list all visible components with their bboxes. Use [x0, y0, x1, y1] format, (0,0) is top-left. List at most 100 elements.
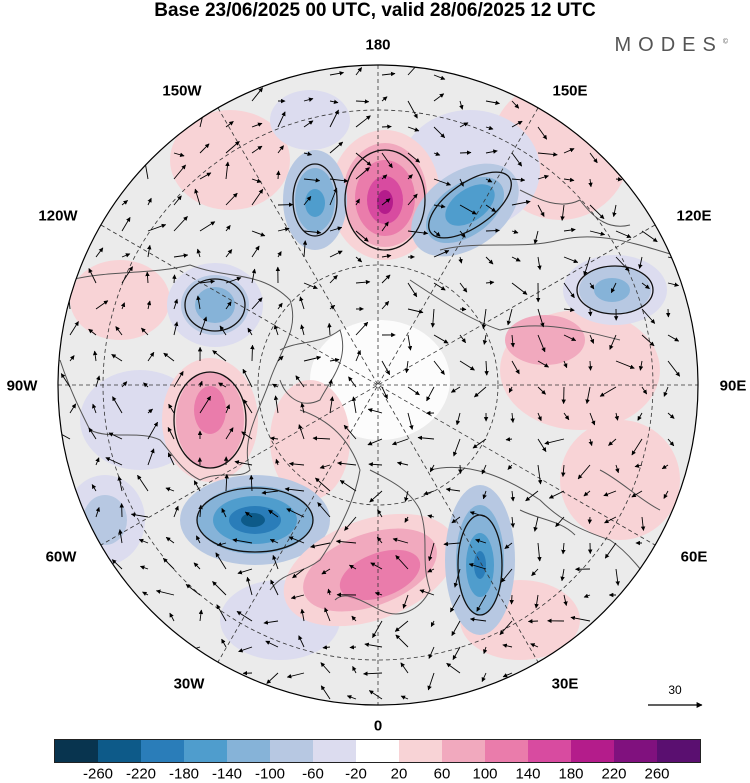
wind-vector [481, 464, 487, 475]
wind-vector [638, 360, 644, 371]
lon-label-120w: 120W [38, 207, 78, 225]
shade-region [270, 380, 350, 500]
wind-vector [355, 99, 370, 104]
wind-vector [537, 334, 546, 353]
wind-vector [537, 412, 542, 422]
wind-vector [88, 427, 97, 440]
wind-vector [329, 250, 343, 258]
wind-vector [173, 164, 186, 180]
wind-vector [269, 538, 279, 544]
wind-vector [511, 177, 526, 183]
wind-vector [168, 403, 175, 414]
wind-vector [328, 379, 333, 388]
wind-vector [485, 280, 495, 285]
wind-vector [667, 282, 680, 287]
wind-vector [355, 198, 360, 206]
wind-vector [251, 268, 257, 284]
wind-vector [277, 302, 283, 310]
colorbar-swatch [184, 740, 227, 762]
wind-vector [433, 360, 445, 375]
wind-vector [91, 484, 97, 492]
wind-vector [173, 321, 179, 336]
wind-vector [525, 490, 539, 502]
wind-vector [237, 568, 253, 575]
colorbar-swatch [657, 740, 700, 762]
wind-vector [142, 591, 149, 596]
wind-vector [303, 120, 314, 128]
wind-vector [631, 490, 643, 498]
wind-vector [117, 475, 123, 492]
wind-vector [377, 509, 383, 518]
contour-lines [173, 149, 654, 616]
wind-vector [376, 536, 383, 544]
wind-vector [225, 121, 234, 128]
wind-vector [329, 187, 338, 206]
wind-vector [563, 307, 575, 313]
wind-vector [232, 538, 253, 544]
wind-vector [196, 295, 201, 310]
wind-vector [510, 412, 515, 423]
wind-vector [251, 145, 263, 154]
wind-vector [433, 334, 449, 344]
wind-vector [247, 327, 253, 336]
wind-vector [563, 360, 568, 369]
wind-vector [349, 564, 357, 570]
wind-vector [196, 248, 201, 258]
wind-vector [111, 559, 123, 570]
lon-label-150e: 150E [552, 82, 588, 100]
brand-text: MODES [614, 34, 723, 56]
wind-vector [407, 308, 424, 314]
wind-vector [510, 516, 515, 528]
wind-vector [588, 308, 593, 317]
wind-vector [452, 438, 461, 457]
wind-vector [367, 408, 383, 414]
colorbar-label: -100 [254, 765, 286, 783]
wind-vector [561, 464, 566, 478]
wind-vector [147, 351, 155, 362]
wind-vector [589, 282, 595, 290]
colorbar-label: -20 [345, 765, 367, 783]
wind-vector [368, 462, 383, 467]
wind-vector [458, 256, 463, 264]
wind-vector [589, 152, 598, 164]
wind-vector [428, 542, 435, 562]
wind-vector [95, 457, 100, 466]
wind-vector [108, 432, 123, 440]
wind-vector [272, 554, 279, 570]
wind-vector [502, 643, 513, 648]
wind-vector [577, 464, 591, 480]
wind-vector [251, 178, 262, 183]
wind-vector [609, 334, 617, 350]
wind-vector [277, 355, 284, 362]
wind-vector [299, 296, 305, 310]
wind-vector [667, 334, 680, 342]
colorbar-label: -220 [125, 765, 157, 783]
wind-vector [172, 274, 177, 284]
wind-vector [261, 490, 279, 495]
wind-vector [218, 382, 227, 388]
wind-vector [303, 178, 321, 183]
wind-vector [527, 619, 539, 624]
wind-vector [198, 380, 203, 388]
wind-vector [310, 542, 331, 549]
wind-vector [216, 604, 227, 622]
wind-vector [173, 195, 182, 206]
wind-vector [363, 671, 383, 676]
wind-vector [300, 324, 305, 336]
wind-vector [329, 304, 336, 310]
wind-vector [537, 308, 545, 328]
wind-vector [476, 594, 487, 612]
wind-vector [251, 245, 260, 258]
wind-vector [610, 282, 617, 294]
wind-vector [511, 256, 521, 262]
lon-label-90w: 90W [6, 377, 38, 395]
wind-vector [381, 274, 391, 284]
wind-vector [69, 403, 77, 414]
wind-vector [604, 542, 617, 559]
wind-vector [225, 192, 238, 206]
wind-vector [392, 537, 409, 544]
wind-vector [615, 568, 620, 586]
wind-vector [367, 438, 383, 446]
wind-vector [511, 120, 523, 128]
wind-vector [563, 177, 575, 183]
